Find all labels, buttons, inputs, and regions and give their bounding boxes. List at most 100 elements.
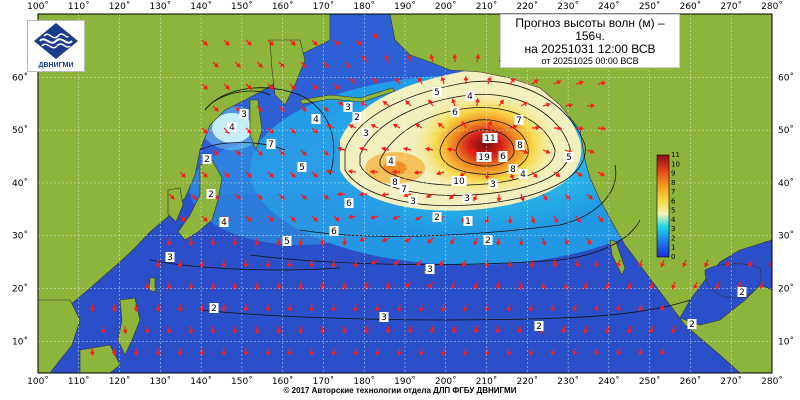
contour-label-bg [482,152,492,162]
contour-label: 4 [229,123,235,133]
contour-label-bg [399,184,409,194]
wave-arrow-head [649,284,654,290]
contour-label-bg [488,179,498,189]
wave-arrow-head [358,191,364,197]
contour-label-bg [408,196,418,206]
lon-label-bottom: 150˚ [231,376,253,387]
contour-label-bg [450,107,460,117]
title-line-2: 156ч. [575,29,605,43]
wave-arrow-head [507,263,513,269]
wave-arrow-head [257,62,263,68]
wave-arrow-head [323,150,329,156]
contour-label: 7 [268,140,274,150]
wave-arrow-head [572,306,578,312]
wave-arrow-head [384,54,390,61]
wave-arrow-head [188,241,194,247]
colorbar-tick-label: 0 [671,253,675,261]
wave-arrow-head [557,125,563,131]
wave-arrow-head [100,329,106,335]
contour-label: 2 [536,322,542,332]
contour-label: 8 [517,141,523,151]
wave-arrow-head [221,307,227,313]
wave-arrow-head [462,262,467,268]
wave-arrow-head [484,306,490,312]
wave-arrow-head [169,194,175,200]
colorbar-tick-label: 4 [671,216,676,224]
wave-arrow-head [535,125,541,131]
wave-arrow-head [331,263,337,269]
wave-arrow-head [393,260,399,265]
wave-arrow-head [166,241,172,247]
wave-arrow-head [541,241,547,246]
wave-arrow-head [439,261,444,267]
wave-arrow-head [144,285,150,291]
lat-label-right: 30˚ [778,231,794,242]
contour-label: 3 [490,180,496,190]
lon-label-bottom: 100˚ [27,376,49,387]
wave-arrow-head [660,262,665,268]
wave-arrow-head [528,351,534,356]
contour-labels: 1110987654323456784321234568910765432332… [165,87,747,332]
contour-label-bg [386,156,396,166]
wave-arrow-head [671,328,676,334]
contour-label-bg [266,139,276,149]
lon-label-top: 220˚ [516,1,538,12]
wave-arrow-head [407,54,412,60]
wave-arrow-head [450,239,455,245]
contour-label-bg [508,164,518,174]
wave-arrow-head [323,62,329,68]
wave-arrow-head [177,263,183,269]
wave-arrow-head [360,101,366,106]
wave-arrow-head [429,329,435,335]
contour-label: 2 [211,304,217,314]
wave-arrow-head [605,284,611,290]
wave-arrow-head [545,149,551,154]
wave-arrow-head [451,98,456,104]
wave-arrow-head [416,260,421,266]
wave-arrow-head [202,128,208,134]
wave-arrow-head [704,262,709,268]
wave-arrow-head [155,263,161,269]
contour-label-bg [687,319,697,329]
contour-label: 3 [363,129,369,139]
lon-label-bottom: 250˚ [639,376,661,387]
lon-label-top: 270˚ [720,1,742,12]
wave-arrow-head [561,328,567,334]
contour-label-bg [361,128,371,138]
contour-label-bg [239,109,249,119]
wave-arrow-head [232,329,238,335]
contour-label-bg [465,91,475,101]
wave-arrow-head [638,262,644,268]
wave-arrow-head [370,124,376,129]
wave-arrow-head [199,351,205,357]
wave-arrow-head [224,40,230,46]
wave-arrow-head [301,106,307,112]
wave-arrow-head [523,149,529,154]
wave-arrow-head [290,172,296,178]
wave-arrow-head [572,350,578,356]
contour-label-bg [165,252,175,262]
wave-arrow-head [418,76,423,82]
wave-arrow-head [213,194,219,200]
wave-arrow-head [601,126,607,131]
contour-label: 6 [452,108,458,118]
wave-arrow-head [246,40,252,46]
wave-arrow-head [265,351,271,357]
wave-arrow-head [89,307,95,313]
wave-arrow-head [436,170,442,176]
wave-arrow-head [243,307,249,313]
wave-arrow-head [188,285,194,291]
lon-label-top: 120˚ [109,1,131,12]
wave-arrow-head [473,240,478,246]
wave-arrow-head [342,329,348,335]
wave-arrow-head [474,97,480,103]
wave-arrow-head [232,241,238,247]
wave-arrow-head [446,147,452,152]
contour-label: 1 [465,217,471,227]
wave-arrow-head [605,328,611,334]
wave-arrow-head [287,263,293,269]
colorbar-tick-label: 8 [671,179,675,187]
wave-arrow-head [627,328,633,334]
lon-label-top: 160˚ [272,1,294,12]
wave-arrow-head [452,53,458,59]
